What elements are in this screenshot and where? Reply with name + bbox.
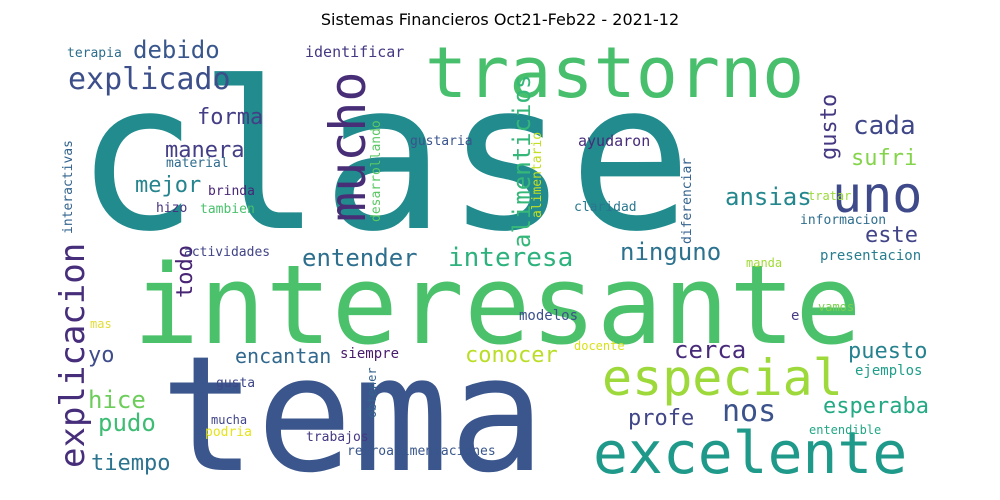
word-este: este	[865, 223, 918, 248]
word-docente: docente	[574, 339, 625, 353]
word-esperaba: esperaba	[823, 394, 929, 419]
word-ninguno: ninguno	[620, 238, 721, 266]
word-encantan: encantan	[235, 344, 331, 368]
word-tiempo: tiempo	[91, 451, 170, 476]
word-cada: cada	[853, 111, 916, 141]
word-sufri: sufri	[851, 146, 917, 171]
word-nos: nos	[722, 394, 776, 429]
word-interesante: interesante	[133, 241, 861, 369]
word-pudo: pudo	[98, 409, 156, 437]
word-mucha: mucha	[211, 413, 247, 427]
word-tambien: tambien	[200, 202, 255, 217]
word-clase: clase	[75, 39, 692, 277]
word-gusto: gusto	[817, 94, 842, 160]
word-explicacion: explicacion	[53, 243, 93, 468]
word-tema: tema	[160, 321, 545, 500]
word-manera: manera	[165, 138, 244, 163]
word-ansias: ansias	[725, 183, 812, 211]
word-debido: debido	[133, 36, 220, 64]
word-interesa: interesa	[448, 243, 573, 273]
word-yo: yo	[88, 343, 115, 368]
word-presentacion: presentacion	[820, 248, 921, 264]
word-trabajos: trabajos	[306, 430, 369, 445]
word-gustaria: gustaria	[410, 134, 473, 149]
word-manda: manda	[746, 256, 782, 270]
word-cerca: cerca	[674, 336, 746, 364]
word-e: e	[791, 308, 799, 324]
word-desarrollando: desarrollando	[369, 120, 384, 222]
word-especial: especial	[602, 349, 843, 407]
word-ejemplos: ejemplos	[855, 363, 922, 379]
chart-title: Sistemas Financieros Oct21-Feb22 - 2021-…	[320, 10, 680, 29]
word-modelos: modelos	[519, 308, 578, 324]
word-ayudaron: ayudaron	[578, 132, 650, 150]
word-puesto: puesto	[848, 339, 927, 364]
word-vamos: vamos	[818, 300, 854, 314]
word-terapia: terapia	[67, 46, 122, 61]
word-explicado: explicado	[68, 62, 231, 97]
word-entendible: entendible	[809, 423, 881, 437]
word-interactivas: interactivas	[61, 140, 76, 234]
word-trastorno: trastorno	[425, 32, 804, 114]
word-informacion: informacion	[800, 213, 886, 228]
word-brinda: brinda	[208, 184, 255, 199]
word-mejor: mejor	[135, 173, 201, 198]
word-diferenciar: diferenciar	[680, 158, 695, 244]
word-gusta: gusta	[216, 376, 255, 391]
word-siempre: siempre	[340, 346, 399, 362]
word-profe: profe	[628, 406, 694, 431]
word-entender: entender	[302, 244, 418, 272]
word-identificar: identificar	[305, 43, 404, 61]
word-forma: forma	[197, 105, 263, 130]
word-podria: podria	[205, 425, 252, 440]
word-excelente: excelente	[593, 419, 907, 487]
word-hizo: hizo	[156, 201, 187, 216]
word-todo: todo	[173, 245, 198, 298]
word-claridad: claridad	[574, 200, 637, 215]
word-conocer: conocer	[465, 343, 558, 368]
word-obtener: obtener	[365, 367, 379, 418]
word-tratar: tratar	[808, 189, 851, 203]
word-actividades: actividades	[184, 245, 270, 260]
word-hice: hice	[88, 386, 146, 414]
word-uno: uno	[832, 166, 922, 224]
word-alimentario: alimentario	[530, 132, 545, 218]
word-mucho: mucho	[319, 71, 377, 222]
word-alimenticios: alimenticios	[508, 75, 536, 248]
word-material: material	[166, 156, 229, 171]
word-retroalimentaciones: retroalimentaciones	[347, 444, 496, 459]
word-mas: mas	[90, 317, 112, 331]
